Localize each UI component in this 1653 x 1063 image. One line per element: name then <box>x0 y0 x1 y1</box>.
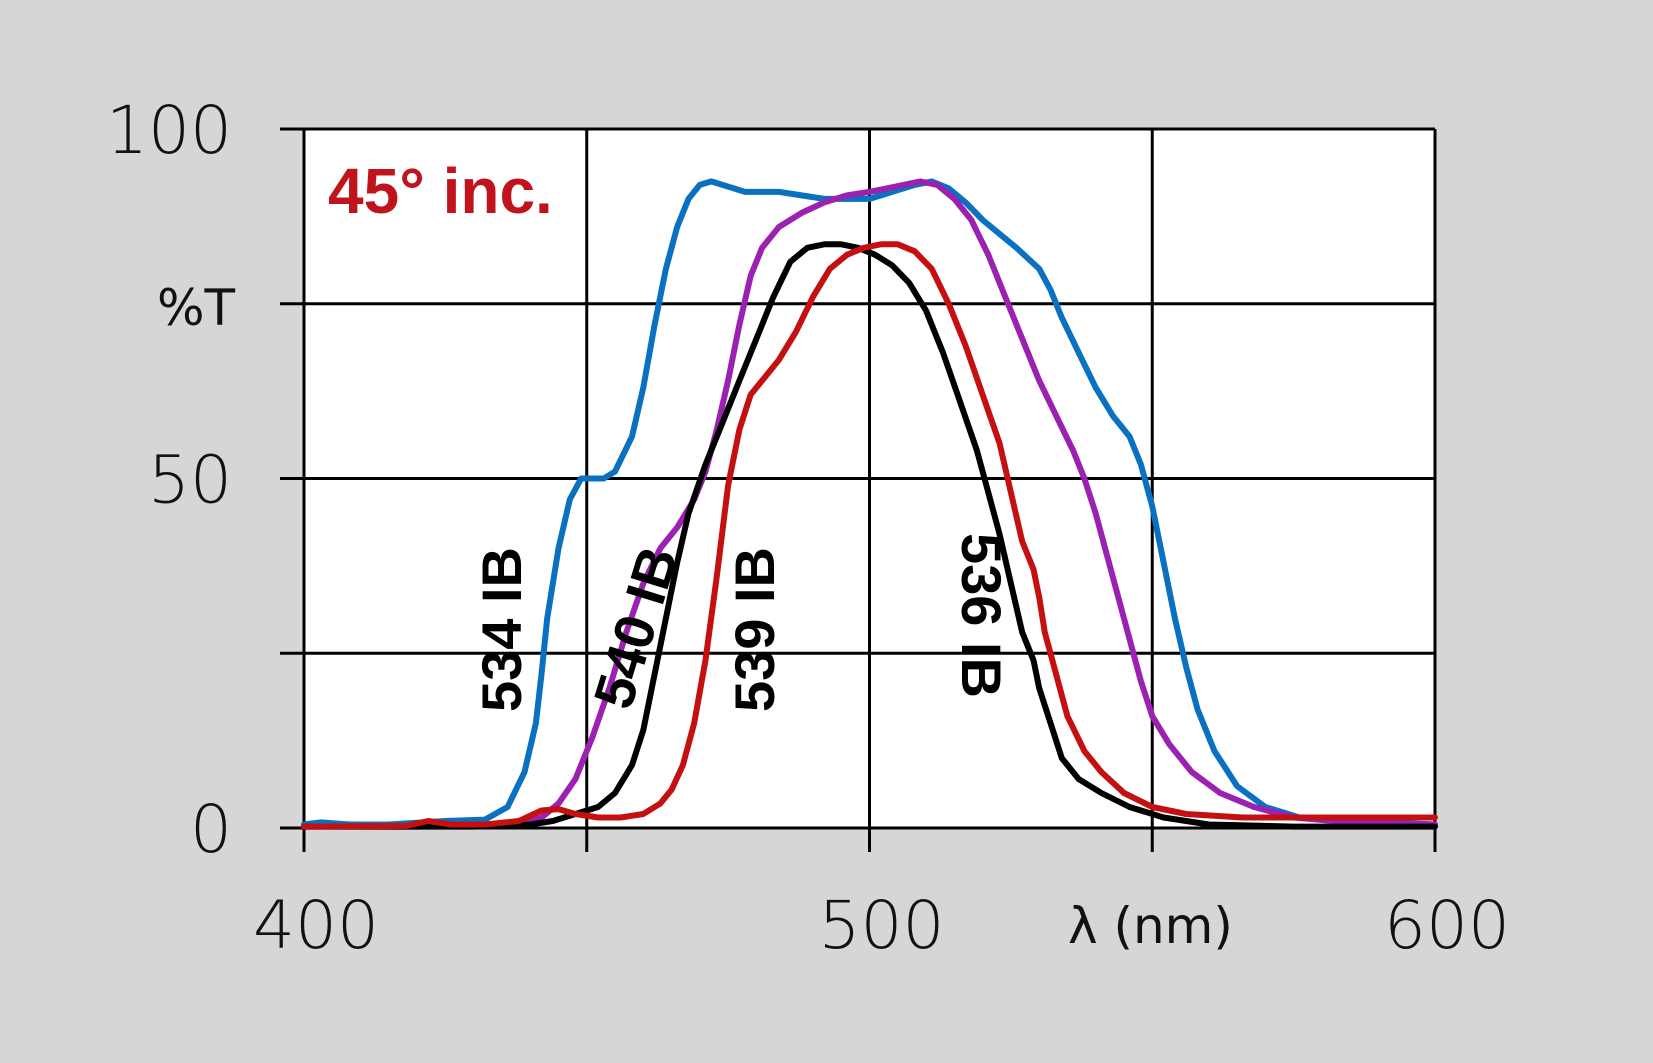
x-tick-label: 400 <box>253 887 379 964</box>
y-tick-label: 100 <box>106 92 232 169</box>
series-line-540-ib <box>301 178 1438 830</box>
series-line-539-ib <box>301 241 1438 830</box>
y-tick-label: 0 <box>190 791 232 868</box>
x-axis-label: λ (nm) <box>1068 897 1233 955</box>
ticks <box>280 127 1437 852</box>
y-tick-label: 50 <box>148 442 232 519</box>
series-label-534: 534 IB <box>470 547 533 712</box>
x-tick-label: 600 <box>1384 887 1510 964</box>
series-label-539: 539 IB <box>723 547 786 712</box>
series-label-536: 536 IB <box>950 533 1013 698</box>
x-tick-label: 500 <box>819 887 945 964</box>
tick-labels: 0 50 100 400 500 600 <box>106 92 1510 964</box>
y-axis-label: %T <box>157 279 236 337</box>
incidence-annotation: 45° inc. <box>328 155 553 227</box>
series-lines <box>301 178 1438 830</box>
